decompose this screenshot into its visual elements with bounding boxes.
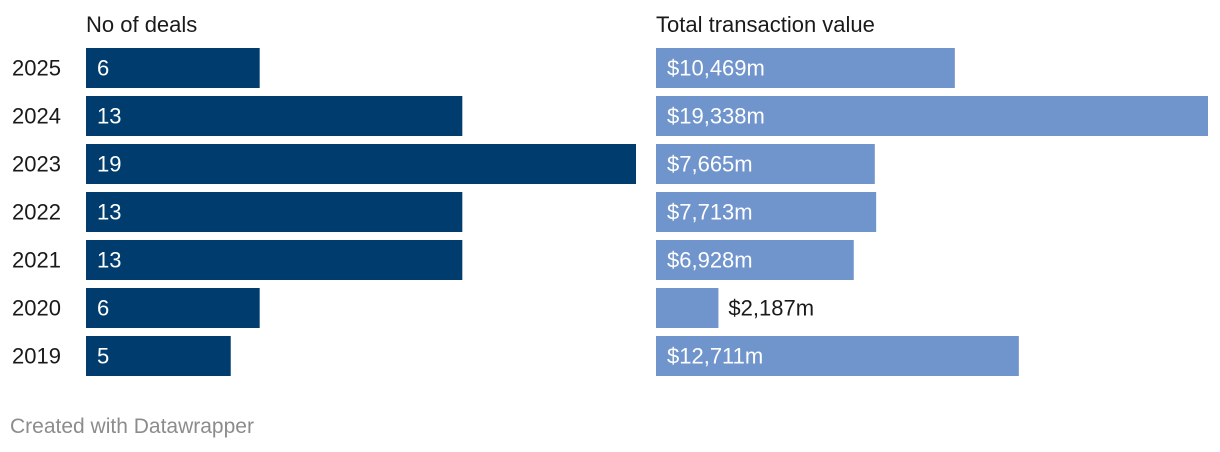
- bar-0-2019: [86, 336, 231, 376]
- bar-1-2020: [656, 288, 719, 328]
- bar-1-2021: [656, 240, 854, 280]
- value-label-0-2023: 19: [97, 152, 121, 177]
- category-label-2025: 2025: [12, 56, 61, 81]
- bar-1-2023: [656, 144, 875, 184]
- bar-0-2021: [86, 240, 463, 280]
- value-label-1-2022: $7,713m: [667, 200, 753, 225]
- footer-credit: Created with Datawrapper: [10, 415, 254, 438]
- bar-0-2024: [86, 96, 463, 136]
- value-label-1-2025: $10,469m: [667, 56, 765, 81]
- bar-1-2025: [656, 48, 955, 88]
- bar-1-2024: [656, 96, 1208, 136]
- bar-0-2023: [86, 144, 636, 184]
- value-label-1-2023: $7,665m: [667, 152, 753, 177]
- value-label-0-2020: 6: [97, 296, 109, 321]
- bar-1-2019: [656, 336, 1019, 376]
- value-label-0-2024: 13: [97, 104, 121, 129]
- bar-0-2020: [86, 288, 260, 328]
- category-label-2021: 2021: [12, 248, 61, 273]
- category-label-2024: 2024: [12, 104, 61, 129]
- category-label-2023: 2023: [12, 152, 61, 177]
- bar-1-2022: [656, 192, 877, 232]
- panel-title-1: Total transaction value: [656, 12, 875, 37]
- panel-title-0: No of deals: [86, 12, 197, 37]
- value-label-1-2019: $12,711m: [667, 344, 763, 369]
- bar-0-2025: [86, 48, 260, 88]
- bar-0-2022: [86, 192, 463, 232]
- category-label-2020: 2020: [12, 296, 61, 321]
- value-label-0-2022: 13: [97, 200, 121, 225]
- value-label-0-2025: 6: [97, 56, 109, 81]
- value-label-0-2019: 5: [97, 344, 109, 369]
- category-label-2019: 2019: [12, 344, 61, 369]
- value-label-1-2020: $2,187m: [728, 296, 814, 321]
- value-label-0-2021: 13: [97, 248, 121, 273]
- value-label-1-2024: $19,338m: [667, 104, 765, 129]
- value-label-1-2021: $6,928m: [667, 248, 753, 273]
- category-label-2022: 2022: [12, 200, 61, 225]
